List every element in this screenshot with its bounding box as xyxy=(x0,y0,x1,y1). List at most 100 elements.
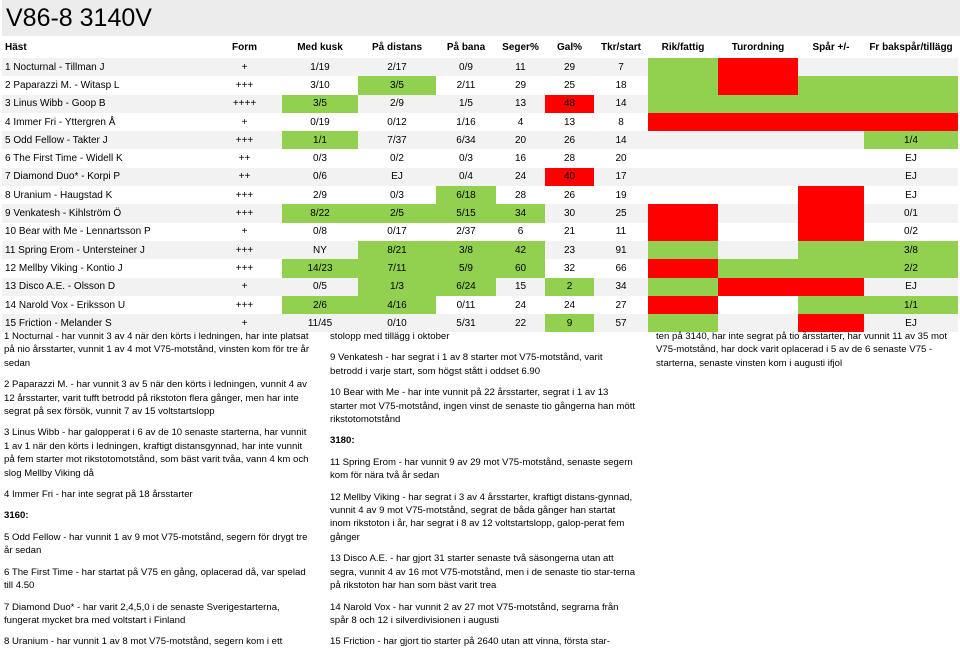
table-cell xyxy=(718,112,798,132)
table-cell: 30 xyxy=(545,204,594,223)
table-cell: EJ xyxy=(358,167,436,187)
table-cell xyxy=(648,167,718,187)
table-cell: 42 xyxy=(496,240,545,260)
table-cell xyxy=(864,94,958,113)
table-cell xyxy=(798,58,864,77)
table-row: 2 Paparazzi M. - Witasp L +++ 3/10 3/5 2/11 2… xyxy=(2,76,958,95)
notes-column-2: stolopp med tillägg i oktober 9 Venkatesh… xyxy=(330,330,636,649)
table-cell: 20 xyxy=(615,153,627,165)
horse-name-cell: 3 Linus Wibb - Goop B xyxy=(2,94,207,113)
table-cell xyxy=(798,259,864,278)
table-cell: 26 xyxy=(545,131,594,150)
table-cell: 9 xyxy=(545,314,594,333)
horse-name-cell: 15 Friction - Melander S xyxy=(2,314,207,333)
table-cell: 2 xyxy=(545,277,594,296)
table-cell: 1/1 xyxy=(282,131,358,150)
table-cell xyxy=(718,186,798,204)
table-cell: 23 xyxy=(545,240,594,260)
table-cell xyxy=(718,296,798,314)
table-cell: 28 xyxy=(514,189,527,201)
table-cell: 0/3 xyxy=(459,153,473,165)
table-cell: 48 xyxy=(545,94,594,113)
table-cell: 5/9 xyxy=(436,259,496,278)
table-cell xyxy=(648,314,718,333)
table-cell: + xyxy=(241,116,248,128)
table-row: 15 Friction - Melander S +11/45 0/10 5/31 22… xyxy=(2,314,958,333)
table-cell: 26 xyxy=(563,189,576,201)
column-header: Tkr/start xyxy=(594,37,648,58)
table-cell: 0/6 xyxy=(282,167,358,187)
table-cell: 6/24 xyxy=(436,277,496,296)
table-row: 3 Linus Wibb - Goop B ++++ 3/5 2/9 1/5 13 48 14 xyxy=(2,94,958,113)
table-cell xyxy=(648,204,718,223)
column-header: Spår +/- xyxy=(798,37,864,58)
table-cell xyxy=(648,58,718,77)
note-paragraph: 1 Nocturnal - har vunnit 3 av 4 när den … xyxy=(4,331,310,369)
table-cell xyxy=(718,94,798,113)
table-cell xyxy=(648,222,718,241)
table-row: 14 Narold Vox - Eriksson U +++ 2/6 4/16 0/11… xyxy=(2,295,958,315)
table-cell: 0/2 xyxy=(390,153,404,165)
table-cell: 8/21 xyxy=(358,240,436,260)
table-cell: +++ xyxy=(207,240,282,260)
table-cell: 3/10 xyxy=(310,79,330,91)
table-cell: 13 xyxy=(563,116,576,128)
note-paragraph: 10 Bear with Me - har inte vunnit på 22 … xyxy=(330,387,636,426)
note-paragraph: 13 Disco A.E. - har gjort 31 starter sen… xyxy=(330,553,636,592)
table-cell: EJ xyxy=(864,314,958,333)
table-cell: 22 xyxy=(496,314,545,333)
note-paragraph: 14 Narold Vox - har vunnit 2 av 27 mot V… xyxy=(330,601,619,626)
table-cell: 14 xyxy=(594,131,648,150)
table-cell xyxy=(798,94,864,113)
notes-column-1: 1 Nocturnal - har vunnit 3 av 4 när den … xyxy=(4,330,314,649)
table-cell: 25 xyxy=(594,204,648,223)
table-cell: 1/1 xyxy=(864,295,958,315)
table-cell: 0/19 xyxy=(310,116,330,128)
note-paragraph: 4 Immer Fri - har inte segrat på 18 årss… xyxy=(4,489,193,501)
table-cell: EJ xyxy=(905,189,917,201)
column-header: Form xyxy=(207,37,282,58)
table-row: 8 Uranium - Haugstad K +++ 2/9 0/3 6/18 28 26 1… xyxy=(2,186,958,205)
table-cell: 3/5 xyxy=(282,94,358,113)
table-cell xyxy=(864,58,958,77)
table-cell xyxy=(718,223,798,241)
column-header: Turordning xyxy=(718,37,798,58)
table-cell: 7 xyxy=(594,58,648,77)
table-cell: 2/6 xyxy=(282,295,358,315)
table-cell: ++++ xyxy=(207,94,282,113)
table-cell xyxy=(718,314,798,333)
table-cell: 34 xyxy=(594,277,648,296)
note-heading: 3160: xyxy=(4,510,29,522)
note-paragraph: 2 Paparazzi M. - har vunnit 3 av 5 när d… xyxy=(4,379,307,418)
notes-section: 1 Nocturnal - har vunnit 3 av 4 när den … xyxy=(4,330,960,649)
table-cell xyxy=(798,131,864,150)
table-cell xyxy=(798,167,864,187)
horse-name-cell: 5 Odd Fellow - Takter J xyxy=(2,131,207,150)
table-cell xyxy=(718,259,798,278)
table-cell xyxy=(718,204,798,223)
note-paragraph: 12 Mellby Viking - har segrat i 3 av 4 å… xyxy=(330,491,633,543)
column-header: Med kusk xyxy=(282,37,358,58)
table-cell xyxy=(798,204,864,223)
table-cell: + xyxy=(207,314,282,333)
table-cell: 57 xyxy=(594,314,648,333)
table-cell: 7/11 xyxy=(358,259,436,278)
column-header: Fr bakspår/tillägg xyxy=(864,37,958,58)
table-cell: 0/12 xyxy=(387,116,407,128)
table-cell: 17 xyxy=(594,167,648,187)
table-row: 10 Bear with Me - Lennartsson P +0/8 0/17 2… xyxy=(2,222,958,241)
table-cell xyxy=(718,76,798,95)
table-row: 9 Venkatesh - Kihlström Ö +++ 8/22 2/5 5/15 3… xyxy=(2,204,958,223)
table-cell xyxy=(648,94,718,113)
horse-name-cell: 8 Uranium - Haugstad K xyxy=(5,189,113,201)
table-cell xyxy=(648,186,718,204)
table-cell xyxy=(718,149,798,167)
table-cell: ++ xyxy=(238,153,251,165)
horse-name-cell: 7 Diamond Duo* - Korpi P xyxy=(2,167,207,187)
table-cell: 6/18 xyxy=(436,186,496,205)
table-cell: 21 xyxy=(563,226,576,238)
table-cell: 32 xyxy=(563,262,576,274)
table-cell: NY xyxy=(282,240,358,260)
table-cell: 11 xyxy=(615,226,627,238)
column-header: Häst xyxy=(2,37,207,58)
